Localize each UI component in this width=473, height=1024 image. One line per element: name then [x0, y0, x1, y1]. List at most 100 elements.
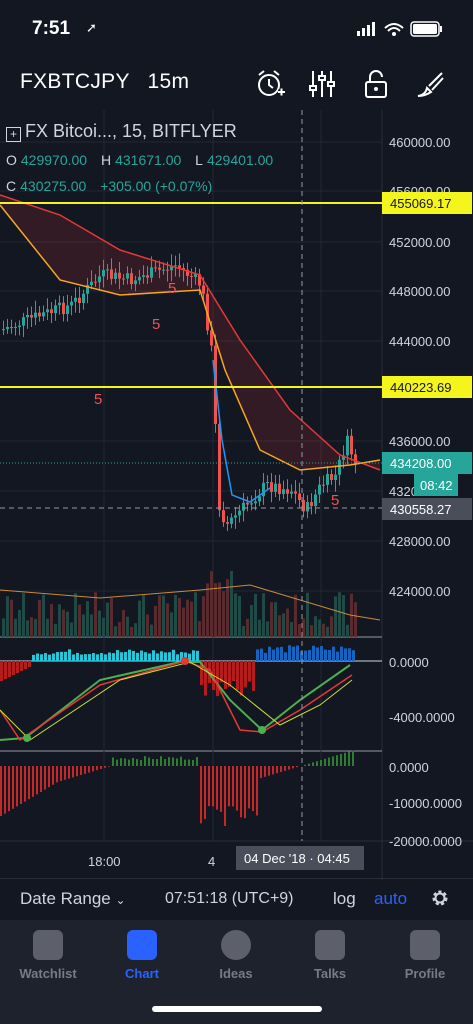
- volume-bar: [98, 610, 101, 637]
- osc1-bar: [280, 646, 283, 661]
- candle-body: [290, 491, 293, 494]
- volume-bar: [230, 571, 233, 637]
- alarm-add-icon[interactable]: [254, 68, 286, 100]
- tab-watchlist[interactable]: Watchlist: [8, 930, 88, 981]
- osc1-bar: [68, 649, 71, 661]
- symbol-label[interactable]: FXBTCJPY 15m: [20, 70, 190, 93]
- volume-bar: [186, 599, 189, 637]
- volume-bar: [238, 595, 241, 637]
- candle-body: [122, 278, 125, 280]
- legend-expand-icon[interactable]: +: [6, 127, 21, 142]
- log-toggle[interactable]: log: [333, 889, 356, 908]
- lock-icon[interactable]: [360, 68, 392, 100]
- osc1-bar: [124, 651, 127, 661]
- volume-bar: [54, 623, 57, 637]
- osc1-bar: [64, 651, 67, 661]
- osc1-bar: [108, 652, 111, 661]
- settings-gear-icon[interactable]: [430, 888, 450, 908]
- volume-bar: [338, 592, 341, 637]
- tab-chart[interactable]: Chart: [102, 930, 182, 981]
- osc2-bar: [8, 766, 10, 812]
- osc2-bar: [16, 766, 18, 807]
- osc1-bar: [192, 650, 195, 661]
- osc1-bar: [340, 646, 343, 661]
- candle-body: [38, 312, 41, 317]
- osc1-bar: [304, 650, 307, 661]
- watchlist-icon: [33, 930, 63, 960]
- osc1-bar: [48, 654, 51, 661]
- osc1-bar: [332, 646, 335, 661]
- drawing-icon[interactable]: [414, 68, 446, 100]
- candle-body: [226, 522, 229, 524]
- volume-bar: [86, 601, 89, 637]
- osc2-bar: [280, 766, 282, 772]
- osc2-bar: [20, 766, 22, 804]
- osc1-bar: [144, 652, 147, 661]
- volume-bar: [146, 614, 149, 637]
- candle-body: [182, 268, 185, 270]
- interval-label[interactable]: 15m: [147, 70, 190, 93]
- osc2-bar: [236, 766, 238, 811]
- countdown-label: 08:42: [420, 478, 453, 493]
- osc1-bar: [208, 661, 211, 684]
- candle-body: [350, 435, 353, 455]
- tab-talks[interactable]: Talks: [290, 930, 370, 981]
- osc1-bar: [236, 661, 239, 691]
- volume-bar: [10, 599, 13, 637]
- osc2-bar: [200, 766, 202, 824]
- volume-bar: [342, 595, 345, 637]
- osc1-bar: [184, 652, 187, 661]
- candle-body: [86, 285, 89, 294]
- osc1-bar: [104, 654, 107, 661]
- candle-body: [334, 474, 337, 481]
- volume-bar: [302, 618, 305, 637]
- volume-bar: [78, 604, 81, 637]
- candle-body: [234, 515, 237, 518]
- tab-profile[interactable]: Profile: [385, 930, 465, 981]
- tab-label: Chart: [125, 966, 159, 981]
- l-label: L: [195, 152, 203, 168]
- osc1-bar: [40, 654, 43, 661]
- osc2-bar: [324, 758, 326, 766]
- osc1-bar: [156, 653, 159, 661]
- osc1-bar: [84, 654, 87, 661]
- volume-bar: [138, 600, 141, 637]
- osc2-bar: [132, 757, 134, 766]
- candle-body: [14, 326, 17, 328]
- osc1-bar: [220, 661, 223, 683]
- indicators-icon[interactable]: [306, 68, 338, 100]
- osc2-bar: [44, 766, 46, 790]
- osc1-dot: [181, 657, 189, 665]
- date-range-button[interactable]: Date Range ⌄: [20, 889, 126, 908]
- tab-ideas[interactable]: Ideas: [196, 930, 276, 981]
- candle-body: [330, 474, 333, 481]
- osc2-bar: [196, 757, 198, 766]
- chart-legend[interactable]: + FX Bitcoi..., 15, BITFLYER: [6, 121, 237, 142]
- candle-body: [322, 484, 325, 486]
- osc2-bar: [28, 766, 30, 800]
- volume-bar: [70, 622, 73, 637]
- auto-toggle[interactable]: auto: [374, 889, 408, 908]
- osc2-bar: [100, 766, 102, 769]
- volume-bar: [266, 621, 269, 637]
- osc1-bar: [216, 661, 219, 697]
- candle-body: [294, 491, 297, 494]
- osc2-bar: [24, 766, 26, 802]
- candle-body: [154, 267, 157, 269]
- osc1-bar: [120, 652, 123, 661]
- candle-body: [338, 459, 341, 475]
- chart-area[interactable]: 5 5 5 5 460000.00 456000.00 452000.00 44…: [0, 110, 473, 880]
- osc1-bar: [0, 661, 3, 681]
- talks-icon: [315, 930, 345, 960]
- candle-body: [102, 270, 105, 277]
- osc1-bar: [160, 651, 163, 661]
- volume-bar: [22, 593, 25, 637]
- osc2-bar: [312, 762, 314, 766]
- candle-body: [346, 435, 349, 456]
- volume-bar: [114, 626, 117, 637]
- volume-bar: [170, 612, 173, 637]
- osc1-bar: [148, 653, 151, 661]
- osc2-bar: [4, 766, 6, 814]
- price-chart[interactable]: 5 5 5 5 460000.00 456000.00 452000.00 44…: [0, 110, 473, 880]
- osc2-bar: [268, 766, 270, 776]
